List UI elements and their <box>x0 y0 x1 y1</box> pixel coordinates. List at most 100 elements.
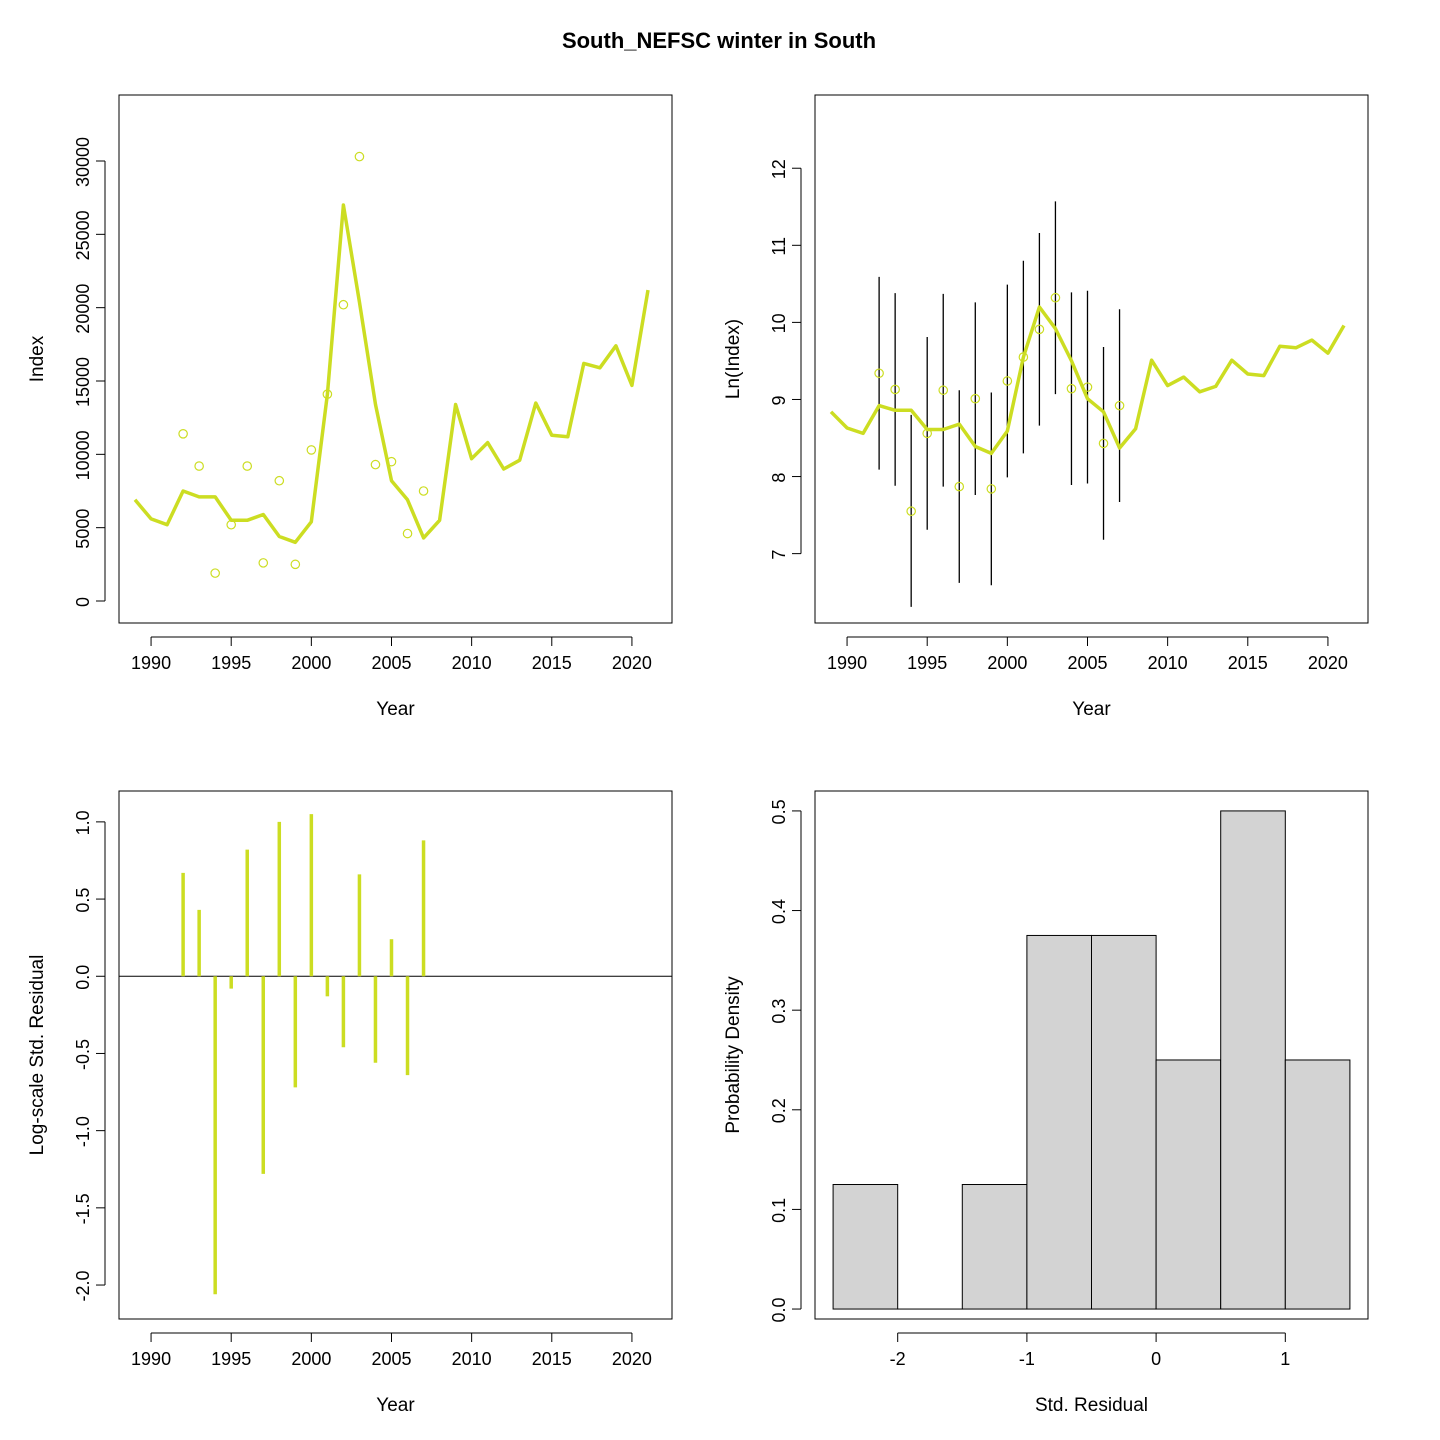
y-tick-label: 20000 <box>73 284 93 334</box>
observed-point <box>1002 376 1013 386</box>
observed-point <box>178 428 188 439</box>
y-tick-label: 10 <box>769 313 789 333</box>
plot-frame <box>118 94 673 624</box>
histogram-bar <box>1091 934 1157 1310</box>
x-tick-label: 1990 <box>131 1349 171 1369</box>
plot-frame <box>118 790 673 1320</box>
y-tick-label: 0.0 <box>769 1298 789 1323</box>
residual-panel: 1990 1995 2000 2005 2010 2015 2020 Year -2.0 -1.5… <box>27 790 673 1416</box>
observed-point <box>322 389 333 399</box>
y-tick-label: 0.5 <box>769 799 789 824</box>
observed-point <box>1098 438 1109 449</box>
observed-point <box>938 385 949 396</box>
observed-point <box>954 481 965 492</box>
x-tick-label: 2010 <box>1148 653 1188 673</box>
observed-point <box>258 558 269 568</box>
observed-point <box>906 506 916 517</box>
y-tick-label: 15000 <box>73 357 93 407</box>
x-tick-label: 1995 <box>211 653 251 673</box>
observed-point <box>242 461 253 471</box>
y-tick-label: 5000 <box>73 509 93 549</box>
plot-frame <box>814 94 1369 624</box>
observed-point <box>418 486 429 496</box>
observed-point <box>922 428 933 439</box>
y-tick-label: 8 <box>769 473 789 483</box>
x-tick-label: 2000 <box>291 1349 331 1369</box>
observed-point <box>194 461 204 471</box>
x-tick-label: 1995 <box>211 1349 251 1369</box>
observed-point <box>386 456 397 467</box>
histogram-bar <box>1284 1059 1351 1310</box>
x-tick-label: 1990 <box>827 653 867 673</box>
x-tick-label: -2 <box>890 1349 906 1369</box>
y-tick-label: 0 <box>73 597 93 607</box>
y-tick-label: -2.0 <box>73 1271 93 1302</box>
observed-point <box>1114 400 1125 411</box>
histogram-panel: -2 -1 0 1 Std. Residual 0.0 0.1 0.2 0.3 0.4 0.5 Pro… <box>723 790 1369 1416</box>
y-tick-label: 30000 <box>73 137 93 187</box>
x-tick-label: 2005 <box>1067 653 1107 673</box>
y-tick-label: -0.5 <box>73 1039 93 1070</box>
y-tick-label: 7 <box>769 550 789 560</box>
observed-point <box>1050 292 1061 303</box>
observed-point <box>890 384 900 395</box>
index-panel: 1990 1995 2000 2005 2010 2015 2020 Year 0 5000 100… <box>27 94 673 720</box>
y-axis-label: Log-scale Std. Residual <box>27 955 48 1156</box>
observed-point <box>274 475 285 486</box>
y-axis-label: Index <box>27 335 48 382</box>
x-tick-label: 2010 <box>452 1349 492 1369</box>
x-tick-label: -1 <box>1019 1349 1035 1369</box>
x-tick-label: 1990 <box>131 653 171 673</box>
y-tick-label: 0.2 <box>769 1098 789 1123</box>
y-tick-label: 11 <box>769 237 789 256</box>
x-tick-label: 2020 <box>612 1349 652 1369</box>
plot-frame <box>814 790 1369 1320</box>
predicted-line <box>133 203 650 545</box>
x-axis-label: Year <box>1072 699 1111 720</box>
x-tick-label: 2015 <box>532 1349 572 1369</box>
y-tick-label: 0.4 <box>769 899 789 924</box>
y-tick-label: 0.0 <box>73 965 93 990</box>
x-axis-label: Year <box>376 699 415 720</box>
figure-title: South_NEFSC winter in South <box>562 28 876 53</box>
x-tick-label: 2015 <box>1228 653 1268 673</box>
x-tick-label: 2005 <box>371 653 411 673</box>
y-tick-label: 0.5 <box>73 888 93 913</box>
y-tick-label: 1.0 <box>73 810 93 835</box>
x-tick-label: 2000 <box>987 653 1027 673</box>
histogram-bar <box>1026 934 1093 1310</box>
y-axis-label: Probability Density <box>723 976 744 1134</box>
y-tick-label: 25000 <box>73 210 93 260</box>
ln-index-panel: 1990 1995 2000 2005 2010 2015 2020 Year 7 8 9 10 11 1… <box>723 94 1369 720</box>
y-tick-label: 0.1 <box>769 1198 789 1223</box>
y-axis-label: Ln(Index) <box>723 319 744 399</box>
x-axis-label: Std. Residual <box>1035 1395 1148 1416</box>
y-tick-label: -1.0 <box>73 1116 93 1147</box>
x-axis-label: Year <box>376 1395 415 1416</box>
x-tick-label: 2005 <box>371 1349 411 1369</box>
observed-point <box>338 299 349 310</box>
histogram-bar <box>1220 810 1286 1310</box>
observed-point <box>290 559 301 570</box>
observed-point <box>986 484 997 494</box>
y-tick-label: -1.5 <box>73 1193 93 1224</box>
y-tick-label: 0.3 <box>769 999 789 1024</box>
observed-point <box>306 445 317 455</box>
x-tick-label: 2000 <box>291 653 331 673</box>
histogram-bar <box>1155 1059 1222 1310</box>
y-tick-label: 10000 <box>73 430 93 480</box>
x-tick-label: 2020 <box>612 653 652 673</box>
x-tick-label: 1995 <box>907 653 947 673</box>
observed-point <box>1082 382 1093 392</box>
x-tick-label: 2020 <box>1308 653 1348 673</box>
x-tick-label: 1 <box>1280 1349 1290 1369</box>
observed-point <box>210 568 220 578</box>
observed-point <box>970 393 981 404</box>
observed-point <box>354 151 365 162</box>
predicted-line <box>829 305 1346 456</box>
histogram-bar <box>961 1184 1028 1310</box>
observed-point <box>874 368 884 379</box>
observed-point <box>1034 324 1045 335</box>
observed-point <box>226 519 237 530</box>
